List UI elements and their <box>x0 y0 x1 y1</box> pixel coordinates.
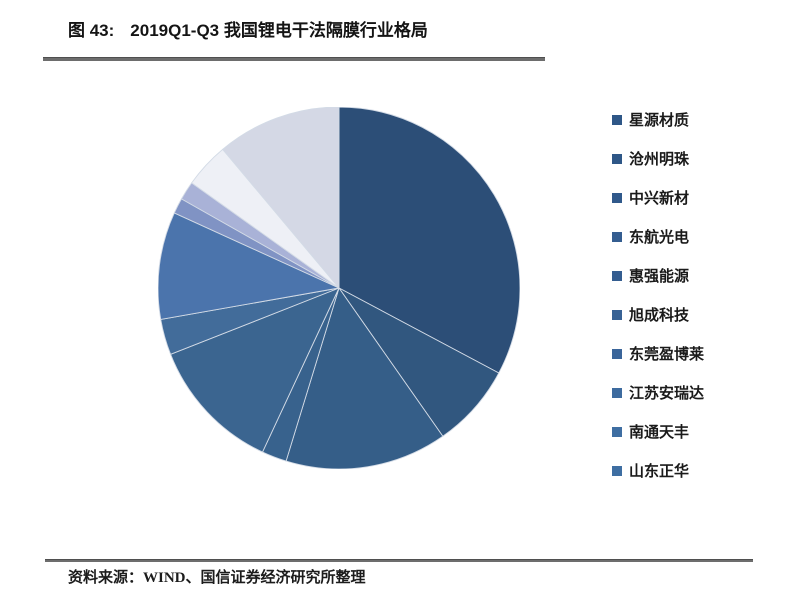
legend-item-label: 山东正华 <box>629 464 690 480</box>
legend-item-label: 沧州明珠 <box>629 152 690 168</box>
pie-slice-0 <box>338 106 521 374</box>
legend-item-label: 星源材质 <box>629 113 690 129</box>
legend-marker-icon <box>612 387 622 398</box>
legend-item-4: 惠强能源 <box>612 256 782 295</box>
legend-item-7: 江苏安瑞达 <box>612 373 782 412</box>
legend-marker-icon <box>612 426 622 437</box>
legend-item-2: 中兴新材 <box>612 178 782 217</box>
legend: 星源材质沧州明珠中兴新材东航光电惠强能源旭成科技东莞盈博莱江苏安瑞达南通天丰山东… <box>612 100 782 490</box>
legend-item-8: 南通天丰 <box>612 412 782 451</box>
figure-number: 图 43: <box>68 21 115 40</box>
pie-chart-svg <box>157 106 521 470</box>
legend-marker-icon <box>612 114 622 125</box>
source-note: 资料来源：WIND、国信证券经济研究所整理 <box>68 570 366 586</box>
pie-slices <box>157 106 521 470</box>
pie-slice-10 <box>222 106 340 289</box>
legend-item-label: 南通天丰 <box>629 425 690 441</box>
legend-item-6: 东莞盈博莱 <box>612 334 782 373</box>
legend-marker-icon <box>612 465 622 476</box>
legend-marker-icon <box>612 231 622 242</box>
legend-marker-icon <box>612 348 622 359</box>
legend-marker-icon <box>612 192 622 203</box>
legend-item-1: 沧州明珠 <box>612 139 782 178</box>
legend-marker-icon <box>612 309 622 320</box>
legend-item-label: 中兴新材 <box>629 191 690 207</box>
legend-item-0: 星源材质 <box>612 100 782 139</box>
legend-item-label: 东莞盈博莱 <box>629 347 705 363</box>
legend-item-label: 旭成科技 <box>629 308 690 324</box>
pie-chart <box>157 106 521 470</box>
source-divider <box>45 559 753 562</box>
figure-title: 图 43: 2019Q1-Q3 我国锂电干法隔膜行业格局 <box>68 16 428 41</box>
legend-item-label: 惠强能源 <box>629 269 690 285</box>
title-divider <box>43 57 545 61</box>
legend-marker-icon <box>612 153 622 164</box>
pie-slice-6 <box>157 212 340 320</box>
figure-title-text: 2019Q1-Q3 我国锂电干法隔膜行业格局 <box>130 21 428 40</box>
legend-marker-icon <box>612 270 622 281</box>
pie-slice-4 <box>170 287 340 453</box>
legend-item-3: 东航光电 <box>612 217 782 256</box>
legend-item-5: 旭成科技 <box>612 295 782 334</box>
legend-item-9: 山东正华 <box>612 451 782 490</box>
legend-item-label: 东航光电 <box>629 230 690 246</box>
legend-item-label: 江苏安瑞达 <box>629 386 705 402</box>
